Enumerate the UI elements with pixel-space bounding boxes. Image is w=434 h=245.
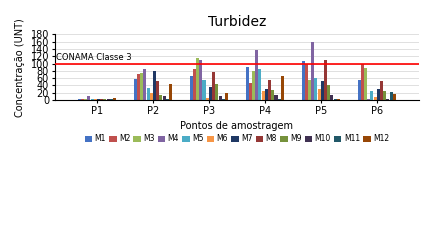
Bar: [196, 58, 199, 100]
Bar: [169, 84, 172, 100]
Bar: [147, 88, 150, 100]
Bar: [87, 96, 90, 100]
Bar: [318, 89, 321, 100]
Bar: [193, 69, 196, 100]
Bar: [143, 69, 146, 100]
Bar: [380, 81, 383, 100]
Bar: [259, 69, 262, 100]
Bar: [324, 60, 327, 100]
Bar: [393, 94, 396, 100]
Bar: [314, 78, 317, 100]
Bar: [327, 86, 330, 100]
Bar: [377, 89, 380, 100]
Bar: [163, 96, 166, 100]
Y-axis label: Concentração (UNT): Concentração (UNT): [15, 18, 25, 117]
Bar: [361, 64, 364, 100]
Bar: [271, 90, 274, 100]
Bar: [94, 99, 97, 100]
Bar: [209, 87, 212, 100]
Bar: [113, 98, 116, 100]
X-axis label: Pontos de amostragem: Pontos de amostragem: [180, 121, 293, 131]
Bar: [97, 99, 100, 100]
Bar: [268, 80, 271, 100]
Bar: [255, 50, 258, 100]
Bar: [246, 67, 249, 100]
Bar: [203, 80, 206, 100]
Bar: [91, 99, 94, 100]
Bar: [140, 73, 143, 100]
Bar: [367, 99, 370, 100]
Bar: [199, 60, 202, 100]
Bar: [78, 99, 81, 100]
Bar: [281, 75, 284, 100]
Bar: [159, 95, 162, 100]
Bar: [249, 83, 252, 100]
Bar: [215, 84, 218, 100]
Title: Turbidez: Turbidez: [207, 15, 266, 29]
Bar: [103, 99, 106, 100]
Bar: [374, 98, 377, 100]
Text: CONAMA Classe 3: CONAMA Classe 3: [56, 53, 132, 62]
Legend: M1, M2, M3, M4, M5, M6, M7, M8, M9, M10, M11, M12: M1, M2, M3, M4, M5, M6, M7, M8, M9, M10,…: [82, 131, 392, 147]
Bar: [190, 76, 193, 100]
Bar: [81, 99, 84, 100]
Bar: [308, 80, 311, 100]
Bar: [321, 81, 324, 100]
Bar: [156, 81, 159, 100]
Bar: [330, 95, 333, 100]
Bar: [153, 71, 156, 100]
Bar: [302, 61, 305, 100]
Bar: [364, 68, 367, 100]
Bar: [337, 99, 340, 100]
Bar: [100, 99, 103, 100]
Bar: [166, 99, 169, 100]
Bar: [84, 99, 87, 100]
Bar: [225, 93, 228, 100]
Bar: [222, 99, 225, 100]
Bar: [274, 95, 277, 100]
Bar: [386, 98, 389, 100]
Bar: [265, 89, 268, 100]
Bar: [150, 93, 153, 100]
Bar: [334, 99, 337, 100]
Bar: [206, 98, 209, 100]
Bar: [383, 91, 386, 100]
Bar: [390, 92, 393, 100]
Bar: [262, 91, 265, 100]
Bar: [358, 80, 361, 100]
Bar: [370, 91, 373, 100]
Bar: [212, 72, 215, 100]
Bar: [134, 79, 137, 100]
Bar: [278, 99, 281, 100]
Bar: [110, 99, 113, 100]
Bar: [311, 42, 314, 100]
Bar: [219, 96, 222, 100]
Bar: [305, 63, 308, 100]
Bar: [107, 99, 110, 100]
Bar: [137, 74, 140, 100]
Bar: [252, 71, 255, 100]
